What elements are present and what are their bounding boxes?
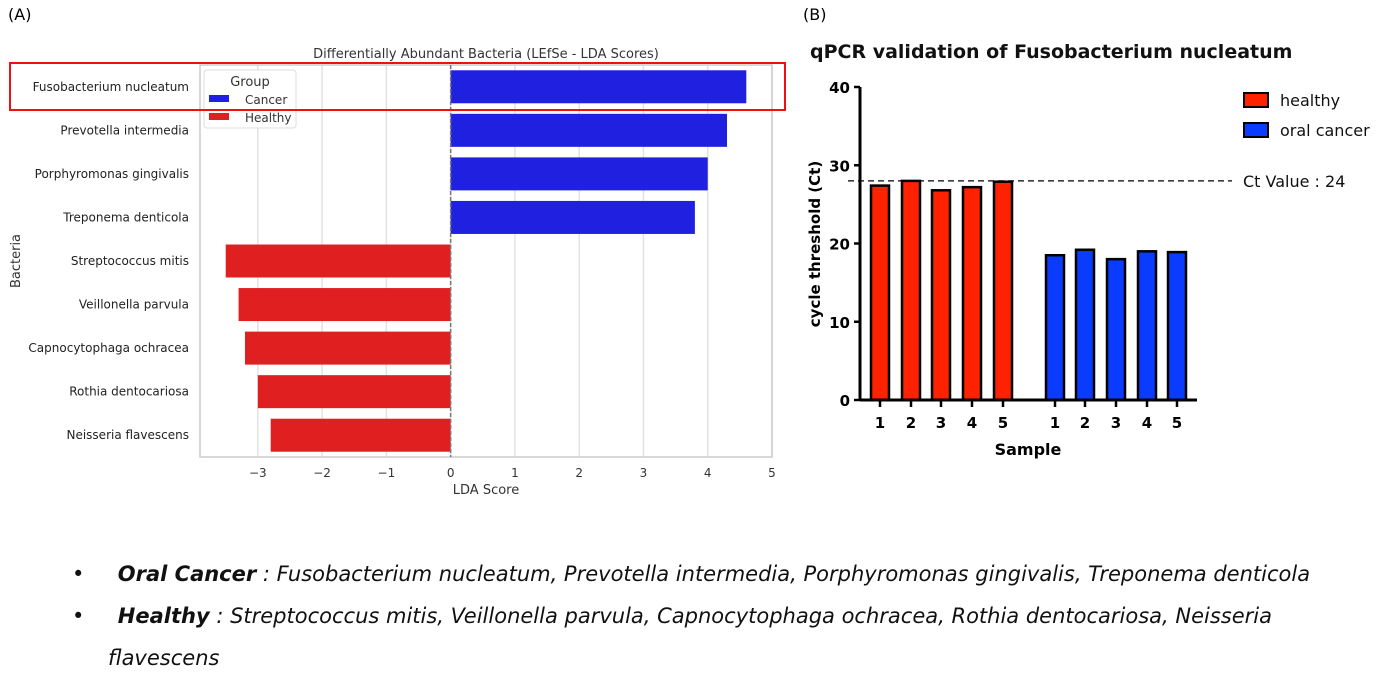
x-tick-label: 5 — [768, 466, 776, 480]
legend-swatch — [1243, 92, 1269, 108]
y-tick-label: Neisseria flavescens — [66, 428, 189, 442]
x-tick-label: 3 — [936, 414, 946, 432]
bar-healthy-3 — [930, 189, 952, 402]
legend-swatch — [209, 95, 229, 102]
note-continuation: flavescens — [108, 646, 220, 670]
bar-streptococcus-mitis — [225, 244, 451, 278]
bar-capnocytophaga-ochracea — [244, 331, 451, 365]
legend-label: healthy — [1280, 91, 1340, 110]
x-axis-label: Sample — [995, 440, 1062, 459]
bar-fusobacterium-nucleatum — [450, 70, 747, 104]
x-tick-label: 3 — [1111, 414, 1121, 432]
x-tick-label: −1 — [378, 466, 396, 480]
x-tick-label: 1 — [1050, 414, 1060, 432]
x-tick-label: 2 — [906, 414, 916, 432]
note-label: Oral Cancer — [117, 562, 257, 586]
panel-label-b: (B) — [803, 5, 826, 24]
legend-label: oral cancer — [1280, 121, 1370, 140]
y-tick-label: 40 — [829, 79, 850, 97]
x-tick-label: 3 — [640, 466, 648, 480]
bar-healthy-2 — [900, 179, 922, 402]
bar-oral-cancer-4 — [1136, 250, 1158, 402]
y-tick-label: Streptococcus mitis — [71, 254, 189, 268]
y-tick-label: Treponema denticola — [62, 210, 189, 224]
reference-line-label: Ct Value : 24 — [1243, 172, 1345, 191]
bar-healthy-1 — [869, 184, 891, 402]
bar-prevotella-intermedia — [450, 113, 728, 147]
x-tick-label: 2 — [1080, 414, 1090, 432]
y-tick-label: Veillonella parvula — [79, 298, 189, 312]
y-tick-label: Porphyromonas gingivalis — [35, 167, 189, 181]
legend-swatch — [1243, 122, 1269, 138]
bar-rothia-dentocariosa — [257, 375, 451, 409]
x-tick-label: −2 — [313, 466, 331, 480]
panel-label-a: (A) — [8, 5, 31, 24]
y-tick-label: Fusobacterium nucleatum — [33, 80, 189, 94]
y-axis-label: Bacteria — [9, 234, 24, 288]
x-tick-label: 4 — [704, 466, 712, 480]
legend-label: Healthy — [245, 111, 292, 125]
y-axis-label: cycle threshold (Ct) — [806, 161, 824, 327]
note-healthy: • Healthy : Streptococcus mitis, Veillon… — [72, 604, 1272, 628]
x-tick-label: 5 — [1172, 414, 1182, 432]
x-axis-label: LDA Score — [453, 483, 519, 498]
bar-oral-cancer-3 — [1105, 257, 1127, 402]
bar-oral-cancer-5 — [1166, 250, 1188, 402]
note-text: : Fusobacterium nucleatum, Prevotella in… — [256, 562, 1311, 586]
legend-swatch — [209, 113, 229, 120]
y-tick-label: Capnocytophaga ochracea — [28, 341, 189, 355]
chart-a-title: Differentially Abundant Bacteria (LEfSe … — [313, 47, 659, 62]
y-tick-label: 30 — [829, 157, 850, 175]
x-tick-label: 4 — [1142, 414, 1152, 432]
x-tick-label: 4 — [967, 414, 977, 432]
legend-title: Group — [230, 75, 270, 90]
y-tick-label: Prevotella intermedia — [60, 123, 189, 137]
note-text: : Streptococcus mitis, Veillonella parvu… — [209, 604, 1272, 628]
note-oral-cancer: • Oral Cancer : Fusobacterium nucleatum,… — [72, 562, 1311, 586]
x-tick-label: 5 — [998, 414, 1008, 432]
bar-neisseria-flavescens — [270, 418, 451, 452]
y-tick-label: 0 — [840, 392, 850, 410]
bar-oral-cancer-1 — [1044, 253, 1066, 402]
x-tick-label: 1 — [875, 414, 885, 432]
x-tick-label: 0 — [447, 466, 455, 480]
x-tick-label: −3 — [249, 466, 267, 480]
x-tick-label: 1 — [511, 466, 519, 480]
plot-frame — [199, 64, 773, 458]
bar-healthy-4 — [961, 185, 983, 402]
legend-label: Cancer — [245, 93, 287, 107]
bar-oral-cancer-2 — [1074, 248, 1096, 402]
y-tick-label: 20 — [829, 236, 850, 254]
highlight-box — [9, 62, 786, 111]
x-tick-label: 2 — [575, 466, 583, 480]
note-label: Healthy — [117, 604, 210, 628]
y-tick-label: Rothia dentocariosa — [69, 385, 189, 399]
chart-b-title: qPCR validation of Fusobacterium nucleat… — [810, 41, 1292, 63]
bar-healthy-5 — [992, 180, 1014, 402]
y-tick-label: 10 — [829, 314, 850, 332]
bar-porphyromonas-gingivalis — [450, 157, 708, 191]
bar-treponema-denticola — [450, 200, 695, 234]
bar-veillonella-parvula — [238, 288, 451, 322]
